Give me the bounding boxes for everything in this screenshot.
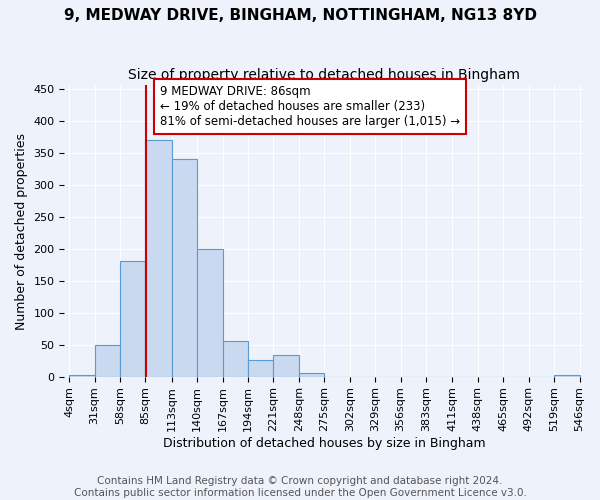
Text: 9 MEDWAY DRIVE: 86sqm
← 19% of detached houses are smaller (233)
81% of semi-det: 9 MEDWAY DRIVE: 86sqm ← 19% of detached … (160, 85, 460, 128)
Title: Size of property relative to detached houses in Bingham: Size of property relative to detached ho… (128, 68, 520, 82)
Bar (120, 262, 145, 376)
Bar (145, 140, 172, 376)
Bar (197, 248, 223, 376)
Text: 9, MEDWAY DRIVE, BINGHAM, NOTTINGHAM, NG13 8YD: 9, MEDWAY DRIVE, BINGHAM, NOTTINGHAM, NG… (64, 8, 536, 22)
X-axis label: Distribution of detached houses by size in Bingham: Distribution of detached houses by size … (163, 437, 485, 450)
Bar (274, 355, 299, 376)
Bar (554, 374, 580, 376)
Bar (299, 373, 325, 376)
Bar (223, 342, 248, 376)
Y-axis label: Number of detached properties: Number of detached properties (15, 132, 28, 330)
Text: Contains HM Land Registry data © Crown copyright and database right 2024.
Contai: Contains HM Land Registry data © Crown c… (74, 476, 526, 498)
Bar (172, 159, 197, 376)
Bar (95, 345, 120, 376)
Bar (248, 360, 274, 376)
